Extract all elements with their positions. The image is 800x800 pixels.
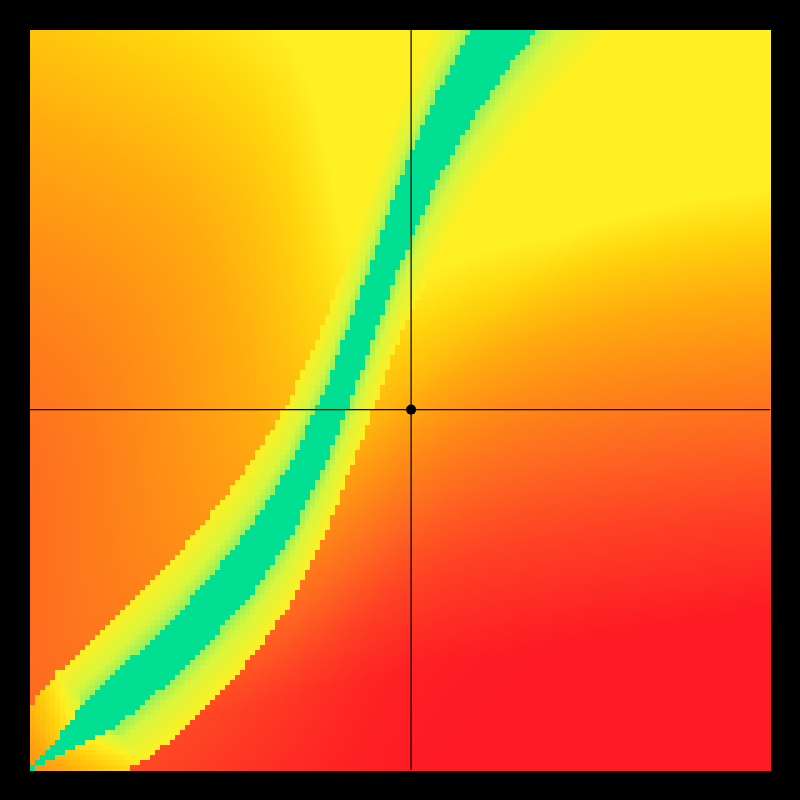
chart-container: TheBottleneck.com — [0, 0, 800, 800]
heatmap-canvas — [0, 0, 800, 800]
